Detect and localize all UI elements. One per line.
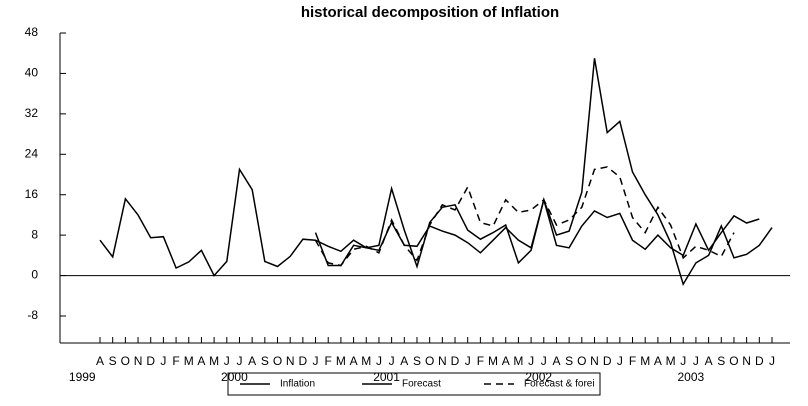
x-tick-label: N bbox=[742, 354, 751, 368]
x-tick-label: J bbox=[680, 354, 686, 368]
x-tick-label: D bbox=[299, 354, 308, 368]
year-label: 2002 bbox=[525, 370, 552, 384]
year-label: 2003 bbox=[678, 370, 705, 384]
x-tick-label: A bbox=[197, 354, 205, 368]
y-tick-label: -8 bbox=[27, 308, 38, 322]
legend-label: Forecast bbox=[402, 379, 441, 390]
x-tick-label: D bbox=[146, 354, 155, 368]
x-tick-label: A bbox=[248, 354, 256, 368]
legend-box bbox=[227, 372, 601, 396]
y-tick-label: 24 bbox=[25, 146, 39, 160]
x-tick-label: J bbox=[313, 354, 319, 368]
x-tick-label: O bbox=[577, 354, 586, 368]
x-tick-label: J bbox=[224, 354, 230, 368]
x-tick-label: F bbox=[325, 354, 332, 368]
series-line bbox=[99, 58, 773, 287]
x-tick-label: J bbox=[236, 354, 242, 368]
y-tick-label: 32 bbox=[25, 106, 39, 120]
year-label: 1999 bbox=[69, 370, 96, 384]
x-tick-label: J bbox=[617, 354, 623, 368]
y-tick-label: 40 bbox=[25, 66, 39, 80]
x-tick-label: D bbox=[603, 354, 612, 368]
x-tick-label: S bbox=[109, 354, 117, 368]
chart-title: historical decomposition of Inflation bbox=[301, 4, 559, 21]
x-tick-label: A bbox=[705, 354, 713, 368]
y-tick-label: 48 bbox=[25, 25, 39, 39]
x-tick-label: J bbox=[769, 354, 775, 368]
x-tick-label: M bbox=[336, 354, 346, 368]
x-tick-label: M bbox=[209, 354, 219, 368]
x-tick-label: A bbox=[400, 354, 408, 368]
year-label: 2001 bbox=[373, 370, 400, 384]
y-tick-label: 16 bbox=[25, 187, 39, 201]
x-tick-label: N bbox=[438, 354, 447, 368]
x-tick-label: J bbox=[160, 354, 166, 368]
x-tick-label: D bbox=[451, 354, 460, 368]
x-tick-label: M bbox=[666, 354, 676, 368]
x-tick-label: M bbox=[640, 354, 650, 368]
x-tick-label: N bbox=[286, 354, 295, 368]
x-tick-label: O bbox=[121, 354, 130, 368]
x-tick-label: A bbox=[552, 354, 560, 368]
x-tick-label: M bbox=[361, 354, 371, 368]
year-label: 2000 bbox=[221, 370, 248, 384]
legend-label: Inflation bbox=[280, 379, 315, 390]
x-tick-label: A bbox=[654, 354, 662, 368]
x-tick-label: O bbox=[273, 354, 282, 368]
y-tick-label: 0 bbox=[31, 268, 38, 282]
x-tick-label: N bbox=[590, 354, 599, 368]
x-tick-label: J bbox=[541, 354, 547, 368]
x-tick-label: O bbox=[729, 354, 738, 368]
x-tick-label: S bbox=[413, 354, 421, 368]
x-tick-label: D bbox=[755, 354, 764, 368]
x-tick-label: S bbox=[717, 354, 725, 368]
x-tick-label: A bbox=[96, 354, 104, 368]
x-tick-label: O bbox=[425, 354, 434, 368]
x-tick-label: J bbox=[693, 354, 699, 368]
x-tick-label: S bbox=[565, 354, 573, 368]
x-tick-label: M bbox=[488, 354, 498, 368]
y-tick-label: 8 bbox=[31, 227, 38, 241]
x-tick-label: N bbox=[134, 354, 143, 368]
x-tick-label: A bbox=[350, 354, 358, 368]
x-tick-label: M bbox=[184, 354, 194, 368]
series-line bbox=[314, 166, 735, 267]
x-tick-label: A bbox=[502, 354, 510, 368]
x-tick-label: F bbox=[629, 354, 636, 368]
x-tick-label: J bbox=[528, 354, 534, 368]
x-tick-label: F bbox=[172, 354, 179, 368]
x-tick-label: F bbox=[477, 354, 484, 368]
x-tick-label: J bbox=[389, 354, 395, 368]
x-tick-label: M bbox=[513, 354, 523, 368]
legend-label: Forecast & forei bbox=[524, 379, 595, 390]
x-tick-label: S bbox=[261, 354, 269, 368]
x-tick-label: J bbox=[465, 354, 471, 368]
x-tick-label: J bbox=[376, 354, 382, 368]
